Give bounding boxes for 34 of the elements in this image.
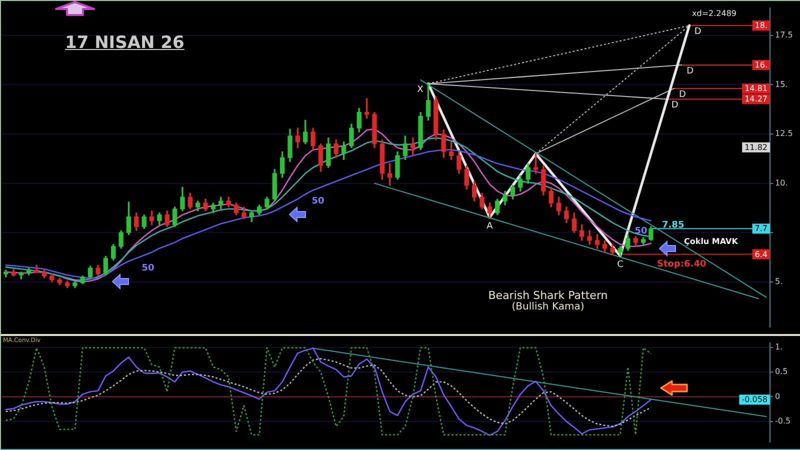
annotation: 50 [142,263,154,274]
y-tick-label: 0.5 [775,367,788,376]
data-label: D [686,66,694,76]
data-label: D [694,26,702,37]
y-tick-label: 10. [775,178,788,188]
data-label: D [671,100,678,110]
data-label: 16. [754,60,768,70]
y-tick-label: 12.5 [775,129,793,138]
annotation: -0.058 [742,395,768,404]
data-label: D [679,90,686,100]
text: 17 NISAN 26 [65,33,184,53]
annotation: 11.82 [744,142,768,152]
annotation: (Bullish Kama) [512,302,584,313]
data-label: A [486,222,494,232]
annotation: Bearish Shark Pattern [488,288,608,302]
data-label: 18. [754,21,768,30]
y-tick-label: -0.5 [775,416,791,426]
annotation: 50 [312,196,324,206]
y-tick-label: 0 [775,392,780,401]
data-label: C [617,260,624,270]
y-tick-label: 1. [775,342,783,352]
data-label: X [417,85,424,96]
data-label: 6.4 [754,250,768,259]
annotation: Çoklu MAVK [684,237,739,246]
data-label: 14.27 [744,94,768,104]
annotation: xd=2.2489 [692,9,737,18]
data-label: 7.7 [754,224,768,234]
y-tick-label: 15. [775,80,788,89]
y-tick-label: 5. [775,276,783,286]
annotation: 7.85 [662,220,684,230]
data-label: 14.81 [744,84,768,94]
y-tick-label: 17.5 [775,30,793,40]
annotation: Stop:6.40 [657,259,706,270]
annotation: 50 [634,226,648,236]
